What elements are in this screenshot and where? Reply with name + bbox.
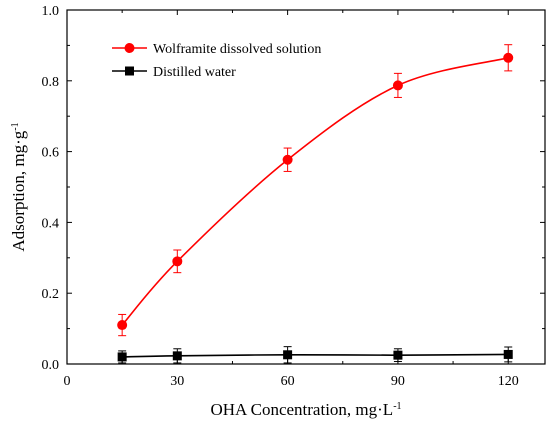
data-point xyxy=(117,320,128,331)
series-0 xyxy=(117,44,514,337)
x-tick-label: 60 xyxy=(281,374,295,389)
data-point xyxy=(393,350,403,360)
data-point xyxy=(503,349,513,359)
legend: Wolframite dissolved solution Distilled w… xyxy=(112,42,321,80)
y-tick-label: 0.6 xyxy=(42,146,60,161)
x-tick-label: 30 xyxy=(170,374,184,389)
data-point xyxy=(392,80,403,91)
y-tick-label: 0.4 xyxy=(42,216,60,231)
data-point xyxy=(172,351,182,361)
series-line xyxy=(121,57,509,326)
x-tick-label: 120 xyxy=(498,374,519,389)
data-point xyxy=(117,352,127,362)
data-point xyxy=(172,256,183,267)
axis-ticks: 0 30 60 90 120 0.0 0.2 0.4 0.6 0.8 1.0 xyxy=(42,4,545,389)
x-axis-label: OHA Concentration, mg·L-1 xyxy=(210,400,401,419)
legend-marker xyxy=(124,43,135,53)
y-tick-label: 0.2 xyxy=(42,287,60,302)
y-tick-label: 0.8 xyxy=(42,75,60,90)
x-tick-label: 0 xyxy=(64,374,71,389)
legend-marker xyxy=(125,66,134,76)
plot-frame xyxy=(66,9,546,365)
series-layer xyxy=(117,44,514,364)
y-tick-label: 0.0 xyxy=(42,358,60,373)
series-1 xyxy=(117,346,513,364)
y-tick-label: 1.0 xyxy=(42,4,60,19)
data-point xyxy=(282,154,293,165)
data-point xyxy=(503,52,514,63)
legend-label: Distilled water xyxy=(153,65,236,80)
legend-label: Wolframite dissolved solution xyxy=(153,42,321,57)
series-line xyxy=(122,353,509,358)
y-axis-label: Adsorption, mg·g-1 xyxy=(9,122,28,251)
data-point xyxy=(283,350,293,360)
x-tick-label: 90 xyxy=(391,374,405,389)
